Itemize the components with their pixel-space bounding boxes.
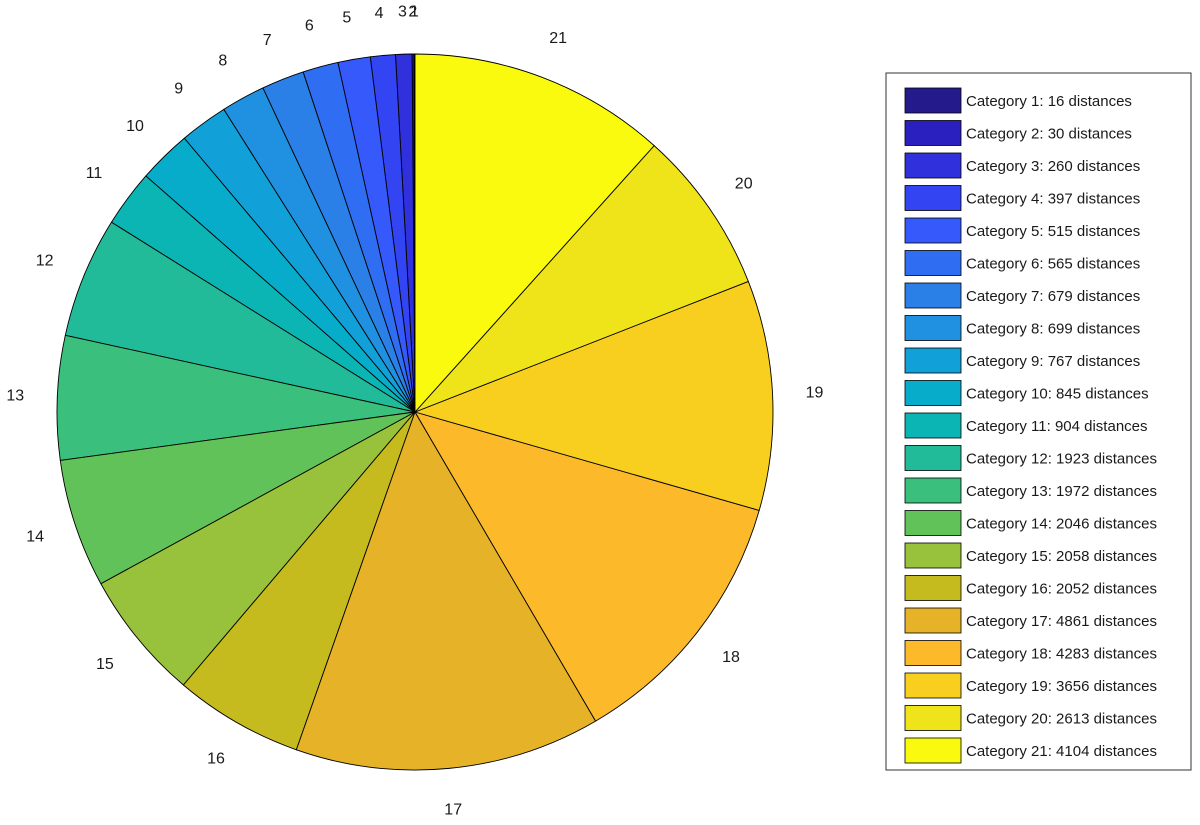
- legend-entry-14: Category 14: 2046 distances: [966, 516, 1157, 533]
- legend-swatch-2: [904, 120, 962, 146]
- slice-label-1: 1: [410, 4, 419, 21]
- legend-entry-11: Category 11: 904 distances: [966, 418, 1148, 435]
- slice-label-20: 20: [735, 176, 753, 193]
- legend-entry-12: Category 12: 1923 distances: [966, 451, 1157, 468]
- legend-swatch-6: [904, 250, 962, 276]
- legend-entry-1: Category 1: 16 distances: [966, 93, 1132, 110]
- pie-slice-15: [100, 411, 416, 686]
- legend-entry-2: Category 2: 30 distances: [966, 126, 1132, 143]
- pie-slice-16: [182, 411, 416, 751]
- slice-label-14: 14: [26, 529, 44, 546]
- legend-entry-13: Category 13: 1972 distances: [966, 483, 1157, 500]
- slice-label-17: 17: [444, 802, 462, 819]
- legend-swatch-3: [904, 152, 962, 179]
- legend-swatch-13: [904, 477, 962, 504]
- legend-swatch-17: [904, 607, 962, 634]
- slice-label-18: 18: [722, 649, 740, 666]
- slice-label-7: 7: [263, 32, 272, 49]
- pie-slices: [56, 53, 774, 771]
- legend-swatch-8: [904, 315, 962, 341]
- legend-entry-10: Category 10: 845 distances: [966, 386, 1149, 403]
- legend-entry-6: Category 6: 565 distances: [966, 256, 1140, 273]
- legend-entry-4: Category 4: 397 distances: [966, 191, 1140, 208]
- legend-entry-7: Category 7: 679 distances: [966, 288, 1140, 305]
- legend-swatch-21: [904, 737, 962, 764]
- legend-swatch-15: [904, 542, 962, 569]
- legend-entry-17: Category 17: 4861 distances: [966, 613, 1157, 630]
- legend-swatch-18: [904, 640, 962, 666]
- slice-label-21: 21: [549, 30, 567, 47]
- legend-swatch-16: [904, 575, 962, 601]
- slice-label-11: 11: [86, 165, 103, 182]
- legend-entry-21: Category 21: 4104 distances: [966, 743, 1157, 760]
- slice-label-16: 16: [207, 751, 225, 768]
- legend-swatch-14: [904, 510, 962, 536]
- slice-label-19: 19: [806, 385, 824, 402]
- legend-swatch-12: [904, 445, 962, 471]
- slice-label-9: 9: [174, 81, 183, 98]
- legend-items: Category 1: 16 distances Category 2: 30 d…: [904, 87, 1157, 764]
- legend-entry-5: Category 5: 515 distances: [966, 223, 1140, 240]
- legend-entry-15: Category 15: 2058 distances: [966, 548, 1157, 565]
- legend-entry-20: Category 20: 2613 distances: [966, 711, 1157, 728]
- pie-slice-18: [414, 411, 760, 722]
- slice-label-13: 13: [6, 387, 24, 404]
- slice-label-4: 4: [375, 5, 384, 22]
- slice-label-15: 15: [96, 656, 114, 673]
- slice-label-6: 6: [305, 18, 314, 35]
- legend-swatch-1: [904, 87, 962, 114]
- legend-entry-19: Category 19: 3656 distances: [966, 678, 1157, 695]
- slice-label-3: 3: [398, 4, 407, 21]
- pie-slice-17: [295, 411, 597, 771]
- legend-swatch-4: [904, 185, 962, 211]
- legend-swatch-9: [904, 347, 962, 374]
- slice-label-12: 12: [36, 252, 54, 269]
- legend-entry-16: Category 16: 2052 distances: [966, 581, 1157, 598]
- legend: Category 1: 16 distances Category 2: 30 d…: [885, 72, 1192, 771]
- slice-label-10: 10: [126, 118, 144, 135]
- slice-label-2: 2: [408, 4, 417, 21]
- legend-entry-18: Category 18: 4283 distances: [966, 646, 1157, 663]
- legend-swatch-5: [904, 217, 962, 244]
- pie-slice-19: [414, 280, 774, 511]
- legend-entry-3: Category 3: 260 distances: [966, 158, 1140, 175]
- pie-slice-14: [59, 411, 416, 585]
- pie-slice-21: [414, 53, 655, 413]
- slice-label-5: 5: [342, 9, 351, 26]
- legend-swatch-11: [904, 412, 962, 439]
- legend-swatch-7: [904, 282, 962, 309]
- legend-swatch-10: [904, 380, 962, 406]
- pie-slice-20: [414, 145, 749, 413]
- slice-label-8: 8: [218, 53, 227, 70]
- legend-swatch-19: [904, 672, 962, 699]
- legend-swatch-20: [904, 705, 962, 731]
- legend-entry-8: Category 8: 699 distances: [966, 321, 1140, 338]
- legend-entry-9: Category 9: 767 distances: [966, 353, 1140, 370]
